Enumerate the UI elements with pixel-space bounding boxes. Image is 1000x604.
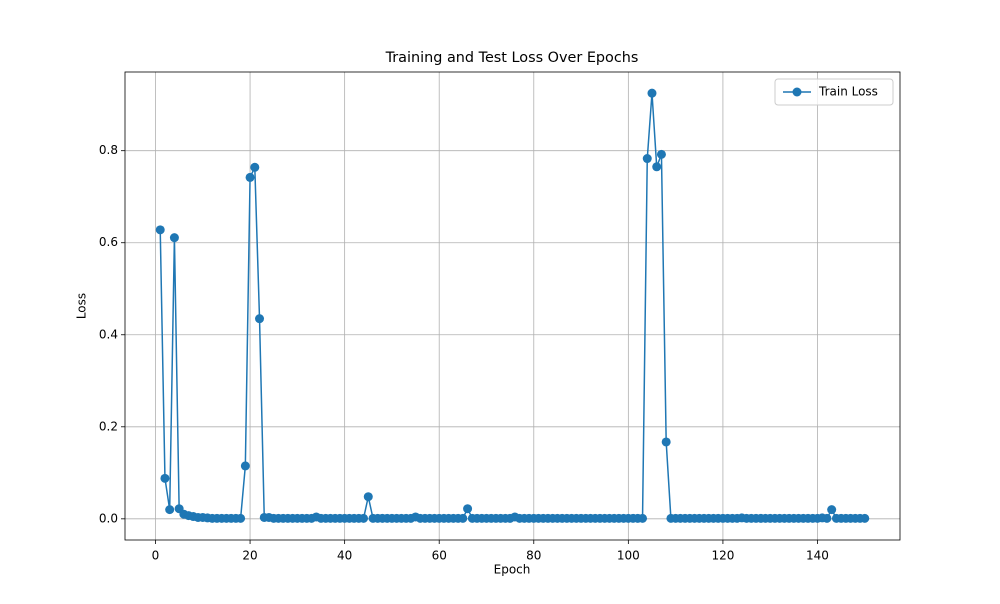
plot <box>155 88 870 523</box>
data-point <box>169 233 179 243</box>
x-tick-label: 40 <box>337 549 352 563</box>
x-tick-label: 60 <box>432 549 447 563</box>
legend-label: Train Loss <box>818 85 878 99</box>
axes-frame <box>124 71 901 541</box>
data-point <box>638 513 648 523</box>
data-point <box>822 513 832 523</box>
x-axis-label: Epoch <box>494 563 531 577</box>
data-point <box>642 154 652 164</box>
y-axis-label: Loss <box>75 293 89 319</box>
x-tick-label: 120 <box>711 549 734 563</box>
chart-title: Training and Test Loss Over Epochs <box>385 50 639 66</box>
data-point <box>463 504 473 514</box>
data-point <box>155 225 165 235</box>
x-tick-label: 80 <box>526 549 541 563</box>
data-point <box>860 513 870 523</box>
y-tick-label: 0.0 <box>99 511 118 525</box>
data-point <box>827 505 837 515</box>
grid <box>125 72 900 540</box>
data-point <box>458 513 468 523</box>
data-point <box>363 492 373 502</box>
data-point <box>250 162 260 172</box>
data-point <box>652 162 662 172</box>
x-tick-label: 20 <box>242 549 257 563</box>
y-tick-label: 0.4 <box>99 327 118 341</box>
data-point <box>245 172 255 182</box>
y-tick-label: 0.8 <box>99 143 118 157</box>
data-point <box>240 461 250 471</box>
x-tick-label: 140 <box>806 549 829 563</box>
y-tick-label: 0.6 <box>99 235 118 249</box>
legend: Train Loss <box>774 78 894 106</box>
x-tick-label: 100 <box>617 549 640 563</box>
data-point <box>255 314 265 324</box>
data-point <box>647 88 657 98</box>
y-tick-label: 0.2 <box>99 419 118 433</box>
data-point <box>165 505 175 515</box>
data-point <box>236 513 246 523</box>
data-point <box>160 473 170 483</box>
data-point <box>359 513 369 523</box>
data-point <box>656 149 666 159</box>
x-tick-label: 0 <box>152 549 160 563</box>
data-point <box>661 437 671 447</box>
legend-box <box>774 78 894 106</box>
legend-marker <box>792 87 802 97</box>
